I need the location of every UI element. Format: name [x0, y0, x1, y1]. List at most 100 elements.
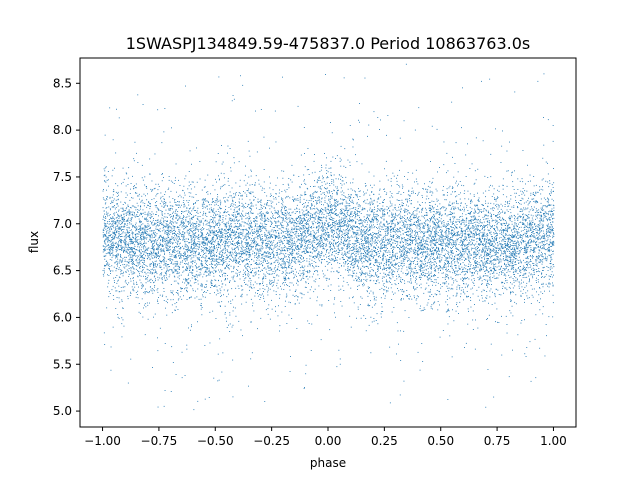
scatter-point: [483, 226, 485, 228]
scatter-point: [210, 271, 212, 273]
scatter-point: [386, 229, 388, 231]
scatter-point: [205, 255, 207, 257]
scatter-point: [145, 232, 146, 233]
scatter-point: [227, 251, 228, 253]
scatter-point: [146, 278, 148, 280]
scatter-point: [445, 291, 447, 292]
scatter-point: [231, 271, 232, 273]
scatter-point: [441, 222, 443, 224]
scatter-point: [240, 225, 242, 227]
scatter-point: [289, 246, 291, 247]
scatter-point: [320, 255, 322, 257]
scatter-point: [176, 263, 178, 265]
scatter-point: [508, 376, 510, 378]
scatter-point: [409, 217, 411, 219]
scatter-point: [237, 228, 239, 230]
scatter-point: [126, 251, 128, 253]
scatter-point: [412, 271, 414, 273]
scatter-point: [545, 244, 547, 245]
scatter-point: [545, 274, 547, 276]
scatter-point: [203, 240, 205, 242]
scatter-point: [487, 249, 489, 251]
scatter-point: [341, 194, 343, 196]
scatter-point: [508, 256, 510, 258]
scatter-point: [549, 180, 551, 182]
scatter-point: [481, 268, 483, 270]
scatter-point: [532, 254, 533, 256]
scatter-point: [458, 244, 460, 245]
scatter-point: [260, 204, 262, 206]
scatter-point: [416, 252, 418, 254]
scatter-point: [188, 273, 189, 275]
scatter-point: [541, 251, 542, 253]
scatter-point: [428, 299, 430, 300]
scatter-point: [466, 270, 467, 272]
scatter-point: [539, 287, 540, 288]
scatter-point: [457, 274, 459, 275]
scatter-point: [225, 205, 227, 207]
scatter-point: [510, 300, 511, 302]
scatter-point: [401, 290, 403, 292]
scatter-point: [357, 240, 359, 241]
scatter-point: [228, 245, 230, 246]
scatter-point: [383, 188, 385, 190]
scatter-point: [431, 208, 432, 210]
scatter-point: [393, 219, 395, 221]
scatter-point: [527, 237, 529, 238]
scatter-point: [142, 202, 144, 204]
scatter-point: [456, 224, 458, 225]
scatter-point: [379, 264, 380, 265]
scatter-point: [522, 293, 524, 294]
scatter-point: [552, 221, 554, 223]
scatter-point: [116, 108, 117, 110]
scatter-point: [316, 226, 318, 227]
scatter-point: [406, 266, 408, 268]
scatter-point: [533, 194, 535, 195]
scatter-point: [352, 259, 354, 261]
scatter-point: [290, 267, 292, 269]
scatter-point: [548, 204, 550, 206]
scatter-point: [312, 215, 313, 217]
scatter-point: [472, 223, 474, 224]
scatter-point: [164, 213, 166, 215]
scatter-point: [161, 295, 163, 297]
scatter-point: [489, 267, 491, 269]
scatter-point: [307, 211, 308, 213]
scatter-point: [538, 209, 540, 211]
scatter-point: [245, 165, 246, 167]
scatter-point: [523, 240, 524, 241]
scatter-point: [388, 215, 390, 217]
scatter-point: [435, 270, 437, 272]
scatter-point: [497, 321, 498, 323]
scatter-point: [315, 233, 316, 235]
scatter-point: [147, 280, 149, 282]
scatter-point: [302, 237, 304, 239]
scatter-point: [299, 242, 300, 244]
scatter-point: [437, 253, 439, 255]
scatter-point: [196, 217, 198, 219]
scatter-point: [452, 234, 454, 235]
scatter-point: [268, 230, 270, 232]
scatter-point: [510, 212, 512, 214]
scatter-point: [194, 186, 196, 188]
scatter-point: [526, 208, 528, 210]
scatter-point: [151, 222, 152, 224]
scatter-point: [171, 259, 173, 260]
scatter-point: [298, 238, 300, 240]
scatter-point: [355, 194, 357, 196]
scatter-point: [224, 197, 226, 198]
scatter-point: [170, 391, 172, 392]
scatter-point: [396, 264, 398, 265]
scatter-point: [448, 316, 450, 318]
scatter-point: [500, 245, 502, 247]
scatter-point: [261, 236, 263, 237]
scatter-point: [160, 236, 162, 237]
scatter-point: [259, 211, 261, 213]
scatter-point: [128, 217, 130, 219]
scatter-point: [275, 291, 277, 293]
scatter-point: [225, 251, 226, 253]
scatter-point: [526, 258, 528, 259]
scatter-point: [225, 317, 227, 319]
scatter-point: [225, 224, 227, 226]
scatter-point: [382, 254, 384, 256]
